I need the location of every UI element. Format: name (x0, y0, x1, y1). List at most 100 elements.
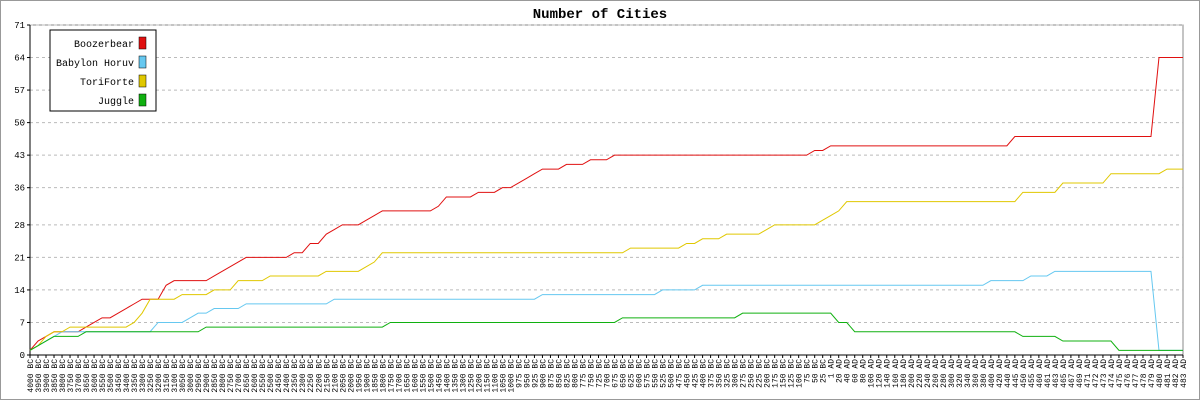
x-tick-label: 2250 BC (307, 359, 316, 393)
x-tick-label: 1100 BC (491, 359, 500, 393)
x-tick-label: 461 AD (1044, 359, 1053, 388)
x-tick-label: 220 AD (916, 359, 925, 388)
x-tick-label: 450 BC (684, 359, 693, 388)
x-tick-label: 479 AD (1148, 359, 1157, 388)
x-tick-label: 2000 BC (347, 359, 356, 393)
chart-title: Number of Cities (533, 7, 667, 23)
legend-label: Boozerbear (74, 39, 134, 51)
x-tick-label: 481 AD (1164, 359, 1173, 388)
x-tick-label: 478 AD (1140, 359, 1149, 388)
x-tick-label: 1500 BC (427, 359, 436, 393)
y-tick-label: 64 (14, 54, 25, 64)
legend-swatch (138, 36, 147, 50)
x-tick-label: 3700 BC (75, 359, 84, 393)
x-tick-label: 1250 BC (467, 359, 476, 393)
x-tick-label: 3500 BC (107, 359, 116, 393)
x-tick-label: 3000 BC (187, 359, 196, 393)
x-tick-label: 950 BC (523, 359, 532, 388)
x-tick-label: 1950 BC (355, 359, 364, 393)
x-tick-label: 80 AD (860, 359, 869, 383)
x-tick-label: 550 BC (652, 359, 661, 388)
x-tick-label: 1 AD (828, 359, 837, 378)
x-tick-label: 125 BC (788, 359, 797, 388)
y-tick-label: 71 (14, 21, 25, 31)
x-tick-label: 925 BC (531, 359, 540, 388)
x-tick-label: 3350 BC (131, 359, 140, 393)
legend-label: ToriForte (80, 77, 134, 89)
x-tick-label: 340 AD (964, 359, 973, 388)
x-tick-label: 25 BC (820, 359, 829, 383)
x-tick-label: 625 BC (628, 359, 637, 388)
x-tick-label: 483 AD (1180, 359, 1189, 388)
plot-area (29, 24, 1184, 356)
x-tick-label: 1650 BC (403, 359, 412, 393)
y-tick-label: 50 (14, 119, 25, 129)
x-tick-label: 400 BC (700, 359, 709, 388)
x-tick-label: 375 BC (708, 359, 717, 388)
y-tick-label: 0 (20, 351, 25, 361)
x-tick-label: 455 AD (1028, 359, 1037, 388)
x-tick-label: 2400 BC (283, 359, 292, 393)
x-tick-label: 250 BC (748, 359, 757, 388)
x-tick-label: 3650 BC (83, 359, 92, 393)
x-tick-label: 120 AD (876, 359, 885, 388)
x-tick-label: 4000 BC (27, 359, 36, 393)
x-tick-label: 775 BC (579, 359, 588, 388)
x-tick-label: 3950 BC (35, 359, 44, 393)
x-tick-label: 475 BC (676, 359, 685, 388)
x-tick-label: 482 AD (1172, 359, 1181, 388)
x-tick-label: 477 AD (1132, 359, 1141, 388)
x-tick-label: 175 BC (772, 359, 781, 388)
x-tick-label: 2750 BC (227, 359, 236, 393)
x-tick-label: 75 BC (804, 359, 813, 383)
legend-swatch (138, 93, 147, 107)
x-tick-label: 420 AD (996, 359, 1005, 388)
x-tick-label: 467 AD (1068, 359, 1077, 388)
y-tick-label: 7 (20, 318, 25, 328)
x-tick-label: 465 AD (1060, 359, 1069, 388)
x-tick-label: 445 AD (1012, 359, 1021, 388)
x-tick-label: 900 BC (539, 359, 548, 388)
x-tick-label: 473 AD (1100, 359, 1109, 388)
x-tick-label: 2300 BC (299, 359, 308, 393)
x-tick-label: 1400 BC (443, 359, 452, 393)
x-tick-label: 471 AD (1084, 359, 1093, 388)
x-tick-label: 575 BC (644, 359, 653, 388)
x-tick-label: 150 BC (780, 359, 789, 388)
x-tick-label: 1450 BC (435, 359, 444, 393)
x-tick-label: 40 AD (844, 359, 853, 383)
x-tick-label: 450 AD (1020, 359, 1029, 388)
x-tick-label: 800 BC (571, 359, 580, 388)
x-tick-label: 675 BC (612, 359, 621, 388)
x-tick-label: 260 AD (932, 359, 941, 388)
x-tick-label: 360 AD (972, 359, 981, 388)
x-tick-label: 3250 BC (147, 359, 156, 393)
x-tick-label: 1300 BC (459, 359, 468, 393)
series-line (29, 312, 1183, 351)
x-tick-label: 100 AD (868, 359, 877, 388)
legend-box (49, 29, 157, 112)
legend-label: Babylon Horuv (56, 58, 134, 70)
x-tick-label: 1200 BC (475, 359, 484, 393)
legend-swatch (138, 55, 147, 69)
x-tick-label: 2500 BC (267, 359, 276, 393)
x-tick-label: 240 AD (924, 359, 933, 388)
x-tick-label: 469 AD (1076, 359, 1085, 388)
x-tick-label: 725 BC (595, 359, 604, 388)
x-tick-label: 3300 BC (139, 359, 148, 393)
x-tick-label: 3200 BC (155, 359, 164, 393)
series-line (29, 270, 1183, 351)
x-tick-label: 3450 BC (115, 359, 124, 393)
x-tick-label: 500 BC (668, 359, 677, 388)
y-tick-label: 57 (14, 86, 25, 96)
x-tick-label: 425 BC (692, 359, 701, 388)
x-tick-label: 3150 BC (163, 359, 172, 393)
x-tick-label: 380 AD (980, 359, 989, 388)
x-tick-label: 300 BC (732, 359, 741, 388)
x-tick-label: 1550 BC (419, 359, 428, 393)
x-tick-label: 325 BC (724, 359, 733, 388)
x-tick-label: 2100 BC (331, 359, 340, 393)
legend-label: Juggle (98, 96, 134, 108)
x-tick-label: 400 AD (988, 359, 997, 388)
